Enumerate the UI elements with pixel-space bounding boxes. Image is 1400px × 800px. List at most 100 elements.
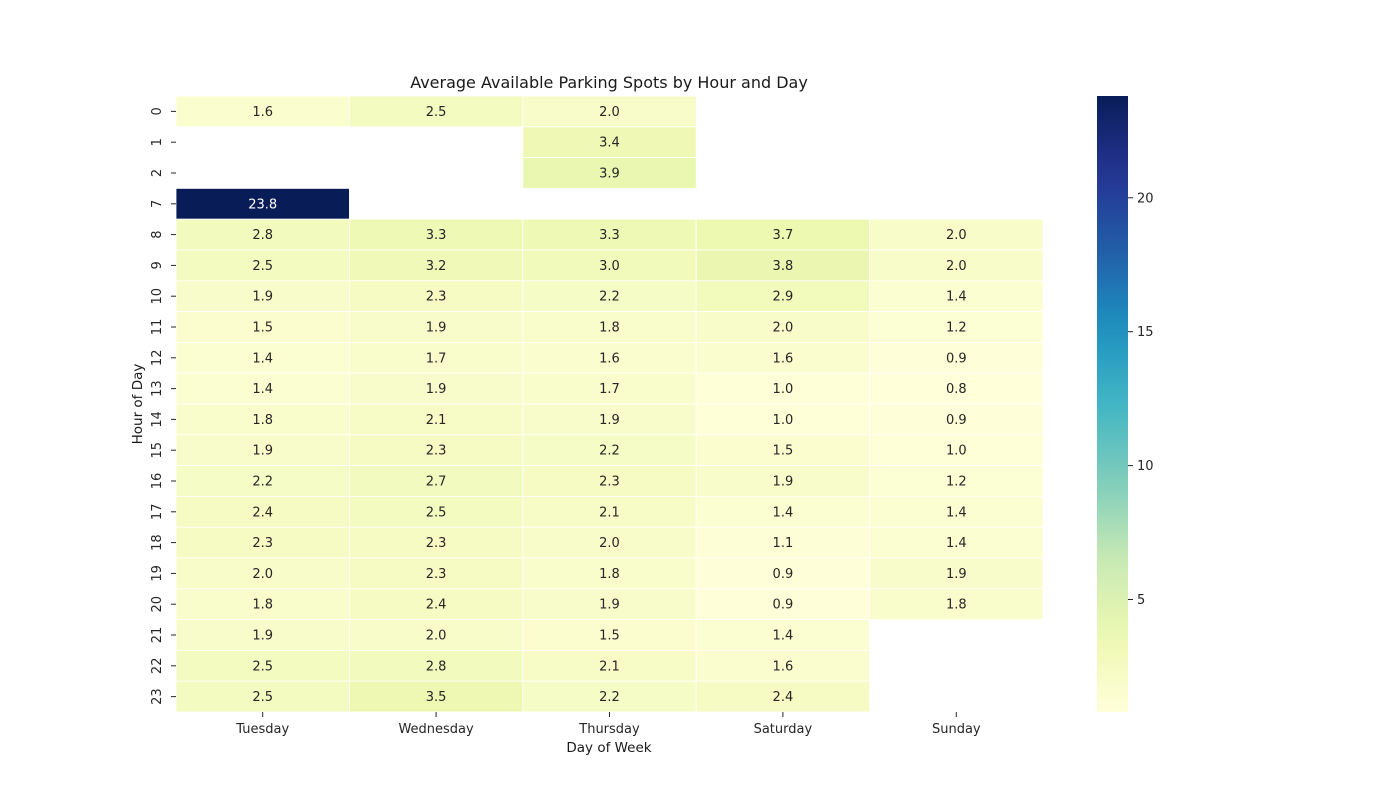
heatmap-cell (522, 403, 697, 436)
cell-value-label: 1.0 (946, 444, 967, 459)
x-tick-label: Tuesday (235, 722, 289, 737)
heatmap-cell (348, 311, 524, 343)
y-tick-label: 9 (150, 261, 165, 269)
cell-value-label: 2.5 (252, 659, 273, 674)
heatmap-cell (695, 619, 871, 651)
heatmap-cell (869, 311, 1044, 343)
heatmap-cell (695, 465, 871, 497)
heatmap-cell (695, 311, 871, 343)
x-tick-label: Thursday (578, 722, 640, 737)
cell-value-label: 1.5 (773, 444, 794, 459)
cell-value-label: 3.8 (773, 259, 794, 274)
cell-value-label: 1.4 (946, 290, 967, 305)
heatmap-cell (695, 218, 871, 251)
cell-value-label: 1.6 (599, 351, 620, 366)
cell-value-label: 3.5 (426, 690, 447, 705)
heatmap-cell (695, 434, 871, 466)
cell-value-label: 2.3 (426, 290, 447, 305)
cell-value-label: 2.0 (599, 536, 620, 551)
cell-value-label: 23.8 (248, 197, 277, 212)
cell-value-label: 1.4 (946, 505, 967, 520)
cell-value-label: 1.6 (252, 105, 273, 120)
heatmap-cell (869, 588, 1044, 620)
y-tick-label: 22 (150, 658, 165, 675)
cell-value-label: 0.9 (946, 413, 967, 428)
colorbar-tick-label: 10 (1137, 459, 1154, 474)
heatmap-cell (695, 650, 871, 682)
y-tick-label: 21 (150, 627, 165, 644)
heatmap-cell (522, 588, 697, 620)
heatmap-cell (522, 157, 697, 189)
y-axis-label: Hour of Day (130, 364, 146, 445)
cell-value-label: 2.2 (599, 290, 620, 305)
cell-value-label: 1.9 (946, 567, 967, 582)
heatmap-cell (869, 526, 1044, 559)
heatmap-cell (175, 249, 350, 282)
heatmap-cell (522, 557, 697, 590)
cell-value-label: 0.9 (773, 598, 794, 613)
y-tick-label: 14 (150, 411, 165, 428)
cell-value-label: 2.3 (426, 536, 447, 551)
cell-value-label: 2.8 (426, 659, 447, 674)
chart-title: Average Available Parking Spots by Hour … (410, 73, 808, 92)
x-tick-label: Sunday (932, 722, 981, 737)
y-tick-label: 17 (150, 504, 165, 521)
cell-value-label: 2.0 (252, 567, 273, 582)
cell-value-label: 1.9 (426, 382, 447, 397)
cell-value-label: 1.9 (599, 413, 620, 428)
cell-value-label: 3.4 (599, 136, 620, 151)
cell-value-label: 1.9 (252, 444, 273, 459)
heatmap-cell (695, 495, 871, 528)
heatmap-cell (175, 403, 350, 436)
y-tick-label: 8 (150, 230, 165, 238)
heatmap-cell (175, 650, 350, 682)
cell-value-label: 2.4 (773, 690, 794, 705)
heatmap-cell (869, 218, 1044, 251)
heatmap-cell (348, 218, 524, 251)
heatmap-cell (522, 495, 697, 528)
y-tick-label: 23 (150, 688, 165, 705)
heatmap-cell (348, 680, 524, 713)
cell-value-label: 1.8 (252, 598, 273, 613)
cell-value-label: 1.8 (599, 321, 620, 336)
heatmap-cell (522, 126, 697, 159)
heatmap-cell (348, 619, 524, 651)
cell-value-label: 1.5 (252, 321, 273, 336)
cell-value-label: 1.8 (599, 567, 620, 582)
colorbar: 5 10 15 20 (1097, 96, 1154, 712)
cell-value-label: 1.9 (773, 475, 794, 490)
cell-value-label: 2.5 (252, 690, 273, 705)
cell-value-label: 2.0 (946, 228, 967, 243)
heatmap-cell (522, 619, 697, 651)
y-tick-label: 15 (150, 442, 165, 459)
cell-value-label: 1.4 (946, 536, 967, 551)
cell-value-label: 2.9 (773, 290, 794, 305)
cell-value-label: 1.4 (252, 351, 273, 366)
cell-value-label: 2.2 (599, 444, 620, 459)
y-tick-label: 0 (150, 107, 165, 115)
cell-value-label: 1.0 (773, 413, 794, 428)
cell-value-label: 3.9 (599, 167, 620, 182)
cell-value-label: 1.4 (773, 629, 794, 644)
cell-value-label: 1.4 (252, 382, 273, 397)
heatmap-cell (175, 95, 350, 128)
heatmap-cell (348, 434, 524, 466)
cell-value-label: 2.3 (426, 444, 447, 459)
cell-value-label: 3.0 (599, 259, 620, 274)
cell-value-label: 1.8 (252, 413, 273, 428)
heatmap-cells: 1.6 2.5 2.0 3.4 3.9 23.8 2.8 3.3 3.3 3.7 2.0 2.5 3.2… (175, 95, 1044, 713)
cell-value-label: 1.4 (773, 505, 794, 520)
colorbar-tick-label: 20 (1137, 191, 1154, 206)
heatmap-cell (695, 588, 871, 620)
heatmap-cell (695, 680, 871, 713)
x-tick-label: Saturday (754, 722, 813, 737)
heatmap-cell (348, 495, 524, 528)
cell-value-label: 2.5 (426, 505, 447, 520)
heatmap-cell (869, 465, 1044, 497)
cell-value-label: 2.4 (252, 505, 273, 520)
heatmap-cell (175, 341, 350, 374)
heatmap-cell (348, 650, 524, 682)
heatmap-cell (175, 619, 350, 651)
